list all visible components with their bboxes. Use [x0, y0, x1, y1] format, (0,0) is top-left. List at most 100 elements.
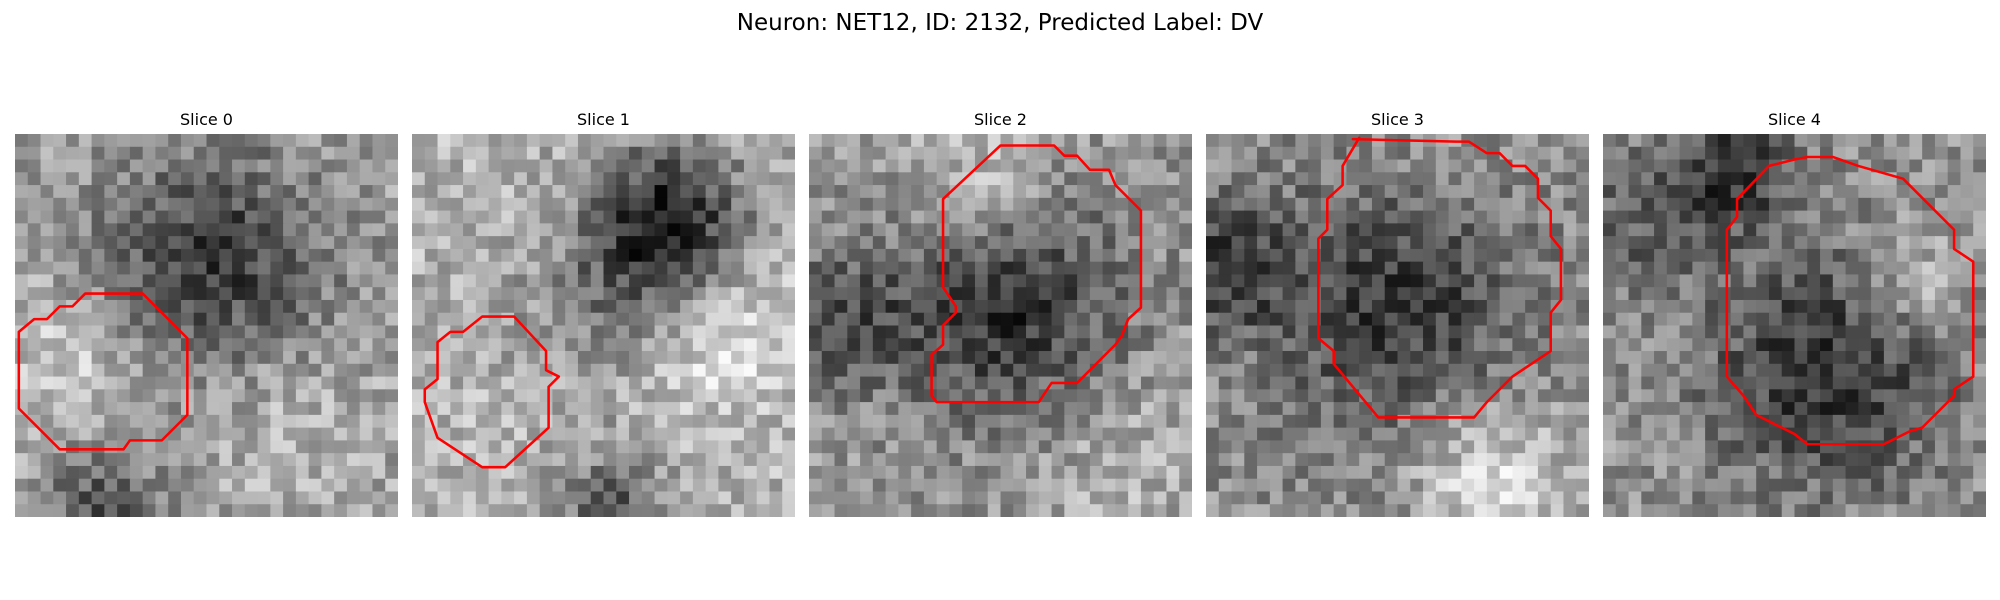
image-pixel: [923, 197, 938, 212]
image-pixel: [1730, 146, 1744, 161]
image-pixel: [104, 453, 118, 467]
image-pixel: [1026, 134, 1040, 148]
image-pixel: [155, 491, 169, 505]
image-pixel: [1909, 274, 1923, 288]
image-pixel: [1550, 427, 1564, 441]
roi-contour: [1317, 136, 1563, 419]
image-pixel: [1269, 172, 1284, 186]
image-pixel: [1244, 299, 1258, 314]
image-pixel: [1295, 402, 1309, 416]
image-pixel: [1218, 274, 1233, 288]
image-pixel: [1768, 210, 1783, 224]
image-pixel: [1038, 465, 1053, 480]
image-pixel: [1140, 299, 1155, 314]
image-pixel: [629, 172, 643, 186]
image-pixel: [129, 427, 144, 441]
image-pixel: [1717, 274, 1732, 288]
image-pixel: [1474, 491, 1488, 505]
image-pixel: [412, 465, 426, 480]
image-pixel: [1206, 299, 1220, 314]
image-pixel: [488, 223, 502, 237]
image-pixel: [1026, 363, 1040, 378]
image-pixel: [385, 312, 398, 327]
image-pixel: [1423, 312, 1437, 327]
image-pixel: [372, 299, 386, 314]
image-pixel: [1525, 134, 1539, 148]
image-pixel: [1077, 185, 1091, 199]
image-pixel: [1692, 402, 1706, 416]
image-pixel: [1576, 478, 1589, 492]
image-pixel: [321, 134, 335, 148]
image-pixel: [923, 478, 938, 492]
image-pixel: [1448, 440, 1462, 454]
image-pixel: [552, 376, 566, 390]
image-pixel: [641, 465, 656, 480]
image-pixel: [769, 172, 783, 186]
image-pixel: [270, 478, 284, 492]
image-pixel: [1051, 223, 1065, 237]
image-pixel: [244, 414, 259, 429]
image-pixel: [1794, 274, 1808, 288]
image-pixel: [244, 338, 259, 352]
image-pixel: [1794, 363, 1808, 378]
image-pixel: [1871, 427, 1885, 441]
image-pixel: [1384, 236, 1399, 250]
image-pixel: [1512, 338, 1526, 352]
image-pixel: [104, 465, 118, 480]
image-pixel: [1448, 299, 1462, 314]
image-pixel: [1257, 287, 1271, 301]
image-pixel: [1947, 287, 1961, 301]
image-pixel: [809, 248, 823, 263]
image-pixel: [769, 274, 783, 288]
image-pixel: [129, 134, 144, 148]
image-pixel: [450, 465, 464, 480]
image-pixel: [1537, 248, 1552, 263]
image-pixel: [1486, 287, 1501, 301]
image-pixel: [1486, 261, 1501, 275]
image-pixel: [1794, 248, 1808, 263]
image-pixel: [385, 299, 398, 314]
image-pixel: [1858, 376, 1872, 390]
image-pixel: [346, 146, 361, 161]
image-pixel: [1333, 299, 1347, 314]
image-pixel: [1896, 223, 1910, 237]
image-pixel: [193, 325, 208, 339]
image-pixel: [104, 440, 118, 454]
image-pixel: [1832, 159, 1847, 173]
image-pixel: [692, 299, 707, 314]
image-pixel: [1563, 414, 1577, 429]
image-pixel: [1474, 414, 1488, 429]
image-pixel: [577, 376, 592, 390]
image-pixel: [1308, 338, 1322, 352]
image-pixel: [15, 223, 29, 237]
image-pixel: [78, 478, 93, 492]
image-pixel: [1448, 389, 1462, 403]
image-pixel: [450, 172, 464, 186]
image-pixel: [911, 248, 925, 263]
image-pixel: [705, 261, 719, 275]
image-pixel: [1000, 223, 1014, 237]
image-pixel: [667, 312, 681, 327]
image-pixel: [718, 172, 732, 186]
image-pixel: [603, 351, 617, 365]
image-pixel: [654, 453, 668, 467]
image-pixel: [1845, 478, 1859, 492]
image-pixel: [1384, 248, 1399, 263]
image-pixel: [1756, 223, 1770, 237]
image-pixel: [1000, 236, 1014, 250]
image-pixel: [359, 287, 373, 301]
image-pixel: [1820, 236, 1834, 250]
image-pixel: [1115, 299, 1129, 314]
image-pixel: [987, 402, 1002, 416]
image-pixel: [1550, 223, 1564, 237]
image-pixel: [974, 414, 989, 429]
image-pixel: [142, 261, 156, 275]
image-pixel: [27, 197, 42, 212]
image-pixel: [359, 312, 373, 327]
image-pixel: [53, 159, 67, 173]
image-pixel: [129, 465, 144, 480]
image-pixel: [769, 159, 783, 173]
image-pixel: [244, 402, 259, 416]
image-pixel: [321, 197, 335, 212]
image-pixel: [526, 274, 541, 288]
